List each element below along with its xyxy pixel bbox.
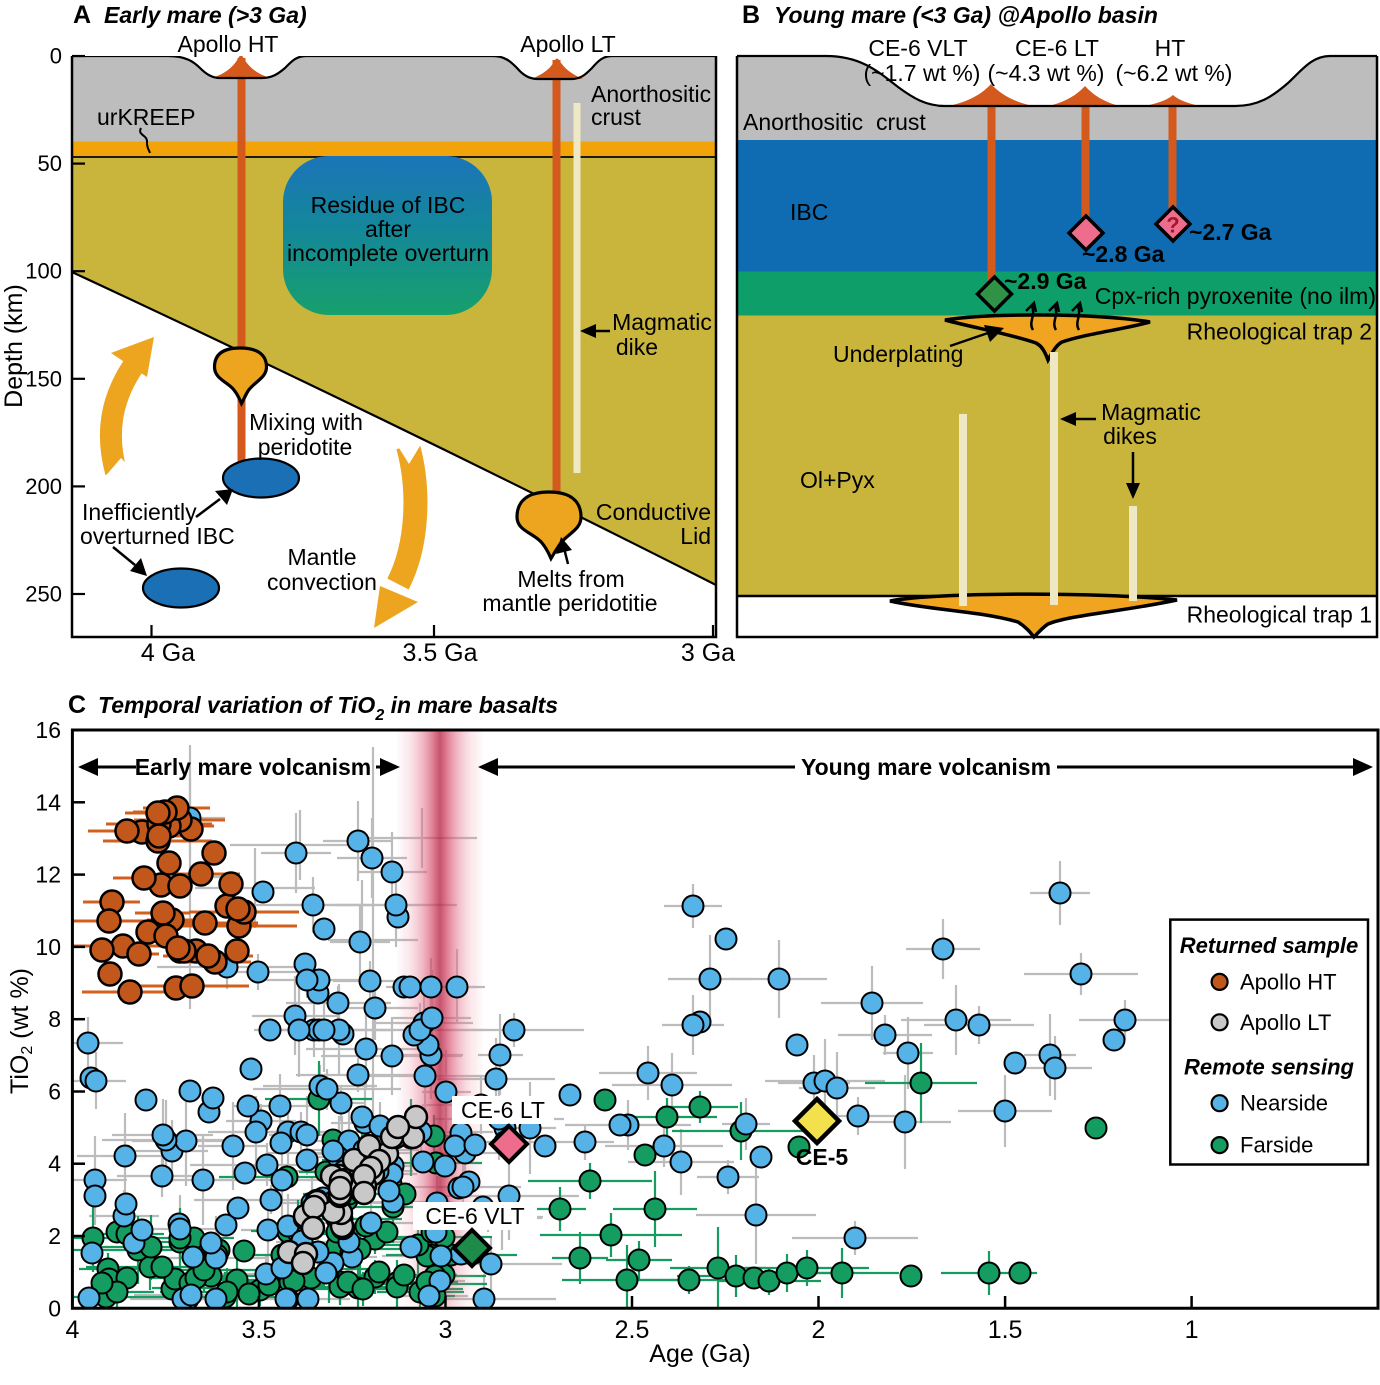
svg-text:1.5: 1.5: [988, 1316, 1023, 1344]
svg-text:Remote sensing: Remote sensing: [1184, 1054, 1354, 1079]
svg-text:4 Ga: 4 Ga: [141, 639, 195, 667]
svg-text:urKREEP: urKREEP: [97, 104, 195, 130]
svg-text:~2.8 Ga: ~2.8 Ga: [1082, 241, 1165, 267]
svg-text:CE-6 LT: CE-6 LT: [1015, 35, 1099, 61]
svg-text:Early mare (>3 Ga): Early mare (>3 Ga): [104, 2, 307, 28]
svg-text:overturned IBC: overturned IBC: [80, 523, 235, 549]
svg-text:A: A: [73, 1, 91, 29]
svg-text:(~4.3 wt %): (~4.3 wt %): [988, 60, 1105, 86]
svg-text:Lid: Lid: [680, 523, 711, 549]
svg-text:Farside: Farside: [1240, 1133, 1313, 1158]
svg-text:2: 2: [48, 1223, 61, 1249]
svg-text:CE-6 VLT: CE-6 VLT: [425, 1203, 524, 1229]
svg-text:Ol+Pyx: Ol+Pyx: [800, 467, 875, 493]
svg-text:Inefficiently: Inefficiently: [82, 499, 197, 525]
svg-text:after: after: [365, 216, 411, 242]
svg-text:~2.7 Ga: ~2.7 Ga: [1189, 219, 1272, 245]
svg-text:crust: crust: [591, 104, 641, 130]
svg-text:6: 6: [48, 1079, 61, 1105]
svg-text:4: 4: [65, 1316, 79, 1344]
svg-text:(~1.7 wt %): (~1.7 wt %): [864, 60, 981, 86]
svg-text:14: 14: [35, 789, 61, 815]
svg-text:16: 16: [35, 717, 61, 743]
svg-text:Apollo LT: Apollo LT: [520, 31, 615, 57]
svg-text:3.5 Ga: 3.5 Ga: [402, 639, 477, 667]
svg-text:B: B: [742, 1, 760, 29]
svg-text:2: 2: [812, 1316, 826, 1344]
svg-text:Depth (km): Depth (km): [0, 284, 28, 408]
svg-text:10: 10: [35, 934, 61, 960]
svg-text:Residue of IBC: Residue of IBC: [311, 192, 466, 218]
svg-text:100: 100: [25, 259, 62, 284]
svg-text:150: 150: [25, 366, 62, 391]
svg-text:3.5: 3.5: [242, 1316, 277, 1344]
svg-text:Apollo HT: Apollo HT: [178, 31, 279, 57]
svg-text:dikes: dikes: [1103, 423, 1157, 449]
svg-text:8: 8: [48, 1006, 61, 1032]
svg-text:Nearside: Nearside: [1240, 1091, 1328, 1116]
svg-text:Apollo LT: Apollo LT: [1240, 1010, 1331, 1035]
svg-text:Magmatic: Magmatic: [612, 309, 712, 335]
svg-text:Rheological trap 1: Rheological trap 1: [1187, 602, 1372, 628]
svg-text:CE-6 VLT: CE-6 VLT: [868, 35, 967, 61]
svg-text:dike: dike: [616, 334, 658, 360]
svg-text:Mantle: Mantle: [287, 544, 356, 570]
svg-text:~2.9 Ga: ~2.9 Ga: [1004, 268, 1087, 294]
svg-text:3 Ga: 3 Ga: [681, 639, 735, 667]
svg-text:0: 0: [48, 1295, 61, 1321]
svg-text:Apollo HT: Apollo HT: [1240, 969, 1337, 994]
svg-text:?: ?: [1166, 213, 1179, 238]
svg-text:2.5: 2.5: [615, 1316, 650, 1344]
svg-text:peridotite: peridotite: [258, 434, 353, 460]
svg-text:0: 0: [50, 44, 62, 69]
svg-text:12: 12: [35, 862, 61, 888]
svg-text:Young mare (<3 Ga) @Apollo bas: Young mare (<3 Ga) @Apollo basin: [774, 2, 1158, 28]
svg-text:convection: convection: [267, 569, 377, 595]
svg-text:Underplating: Underplating: [833, 341, 963, 367]
svg-text:Magmatic: Magmatic: [1101, 399, 1201, 425]
svg-text:3: 3: [439, 1316, 453, 1344]
svg-text:Cpx-rich pyroxenite (no ilm): Cpx-rich pyroxenite (no ilm): [1095, 283, 1376, 309]
svg-text:Mixing with: Mixing with: [249, 409, 363, 435]
svg-text:(~6.2 wt %): (~6.2 wt %): [1116, 60, 1233, 86]
svg-text:4: 4: [48, 1151, 61, 1177]
svg-text:CE-6 LT: CE-6 LT: [461, 1097, 545, 1123]
svg-text:CE-5: CE-5: [796, 1144, 849, 1170]
svg-text:Early mare volcanism: Early mare volcanism: [135, 754, 372, 780]
svg-text:50: 50: [38, 151, 62, 176]
svg-text:Age (Ga): Age (Ga): [649, 1340, 750, 1368]
svg-text:Young mare volcanism: Young mare volcanism: [801, 754, 1051, 780]
svg-text:HT: HT: [1155, 35, 1186, 61]
svg-text:Anorthositic: Anorthositic: [591, 81, 711, 107]
svg-text:Anorthositic crust: Anorthositic crust: [743, 109, 926, 135]
svg-text:Melts from: Melts from: [517, 566, 624, 592]
svg-text:250: 250: [25, 582, 62, 607]
svg-text:incomplete overturn: incomplete overturn: [287, 240, 489, 266]
svg-text:IBC: IBC: [790, 199, 828, 225]
svg-text:Rheological trap 2: Rheological trap 2: [1187, 319, 1372, 345]
svg-text:200: 200: [25, 474, 62, 499]
svg-text:Conductive: Conductive: [596, 499, 711, 525]
svg-text:mantle peridotitie: mantle peridotitie: [482, 590, 657, 616]
svg-text:1: 1: [1185, 1316, 1199, 1344]
svg-text:C: C: [68, 691, 86, 719]
svg-text:Returned sample: Returned sample: [1180, 933, 1359, 958]
svg-text:TiO2 (wt %): TiO2 (wt %): [6, 968, 36, 1094]
